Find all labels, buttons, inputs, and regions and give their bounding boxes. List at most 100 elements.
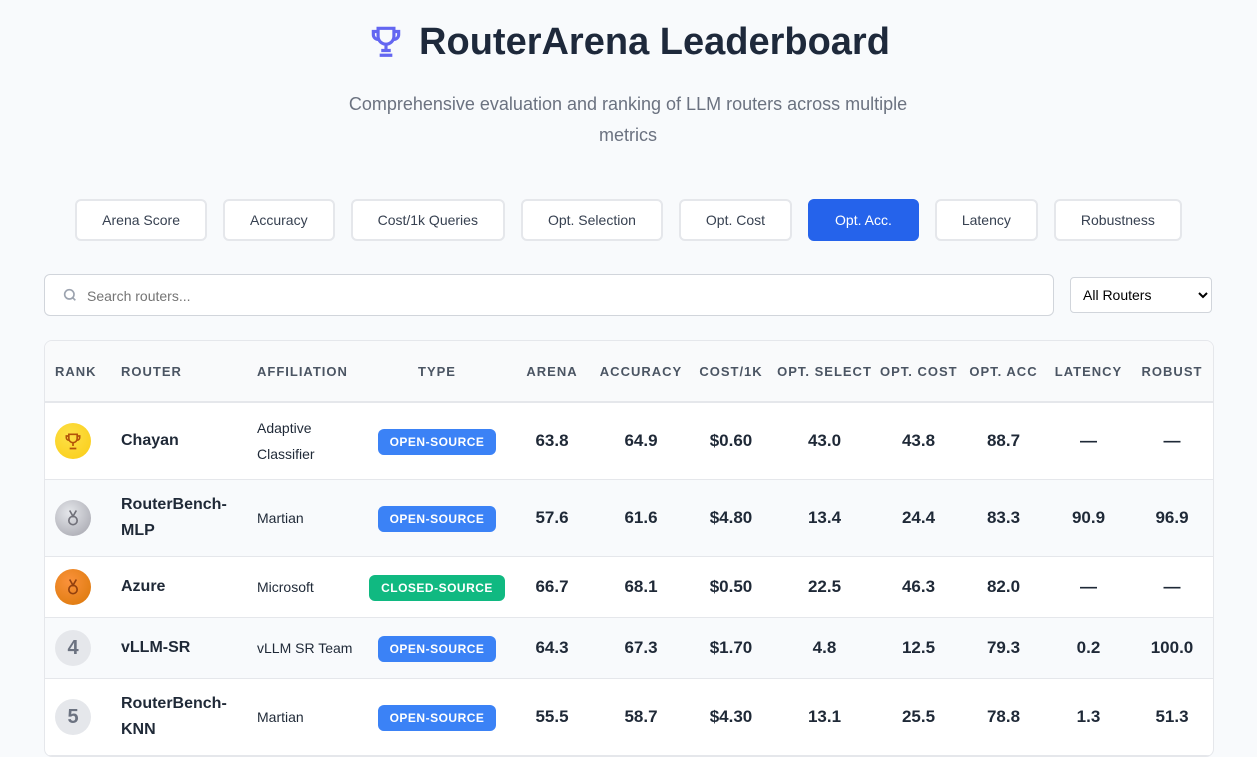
type-badge: OPEN-SOURCE: [377, 505, 497, 532]
title: RouterArena Leaderboard: [0, 18, 1257, 66]
router-name: Azure: [111, 556, 247, 618]
router-name: RouterBench-KNN: [111, 678, 247, 756]
metric-value: 66.7: [511, 556, 593, 618]
rank-number: 4: [55, 630, 91, 666]
column-header: ROBUST: [1131, 341, 1213, 403]
metric-value: 0.2: [1046, 617, 1131, 679]
metric-value: 67.3: [593, 617, 689, 679]
metric-value: 13.4: [773, 479, 876, 557]
metric-value: 13.1: [773, 678, 876, 756]
metric-value: 25.5: [876, 678, 961, 756]
router-name: Chayan: [111, 402, 247, 480]
search-input[interactable]: [85, 275, 989, 317]
metric-value: —: [1131, 402, 1213, 480]
router-name: vLLM-SR: [111, 617, 247, 679]
rank-cell: [45, 479, 111, 557]
metric-value: 51.3: [1131, 678, 1213, 756]
metric-value: 22.5: [773, 556, 876, 618]
medal-icon: [55, 500, 91, 536]
metric-value: 64.9: [593, 402, 689, 480]
medal: [68, 579, 78, 595]
tab-button[interactable]: Opt. Acc.: [808, 199, 919, 241]
metric-value: 96.9: [1131, 479, 1213, 557]
table-row: 4 vLLM-SR vLLM SR Team OPEN-SOURCE 64.3 67.3 $…: [45, 617, 1213, 679]
metric-value: $4.30: [689, 678, 773, 756]
tab-button[interactable]: Cost/1k Queries: [350, 199, 505, 241]
metric-value: —: [1046, 402, 1131, 480]
leaderboard-table: RANK ROUTER AFFILIATION TYPE ARENA ACCURACY CO…: [44, 340, 1214, 757]
metric-value: $0.50: [689, 556, 773, 618]
metric-value: 46.3: [876, 556, 961, 618]
column-header: ARENA: [511, 341, 593, 403]
column-header: ACCURACY: [593, 341, 689, 403]
metric-value: 90.9: [1046, 479, 1131, 557]
metric-value: —: [1131, 556, 1213, 618]
metric-value: —: [1046, 556, 1131, 618]
search-box[interactable]: [44, 274, 1054, 317]
table-row: Chayan Adaptive Classifier OPEN-SOURCE 63.8…: [45, 402, 1213, 480]
table-row: RouterBench-MLP Martian OPEN-SOURCE 57.6 61.…: [45, 479, 1213, 557]
metric-value: 43.8: [876, 402, 961, 480]
medal-icon: [55, 569, 91, 605]
column-header: COST/1K: [689, 341, 773, 403]
tab-button[interactable]: Accuracy: [223, 199, 335, 241]
metric-value: 4.8: [773, 617, 876, 679]
rank-cell: [45, 556, 111, 618]
filter-select[interactable]: All Routers: [1070, 277, 1212, 313]
affiliation: Martian: [247, 678, 363, 756]
rank-cell: 4: [45, 617, 111, 679]
medal-icon: [55, 423, 91, 459]
metric-value: 1.3: [1046, 678, 1131, 756]
tab-button[interactable]: Arena Score: [75, 199, 207, 241]
metric-value: 88.7: [961, 402, 1046, 480]
column-header: OPT. ACC: [961, 341, 1046, 403]
metric-value: 61.6: [593, 479, 689, 557]
medal: [68, 510, 78, 526]
trophy: [65, 433, 81, 450]
affiliation: Martian: [247, 479, 363, 557]
type-cell: OPEN-SOURCE: [363, 402, 511, 480]
trophy-icon: [371, 26, 401, 57]
metric-value: 55.5: [511, 678, 593, 756]
metric-value: 100.0: [1131, 617, 1213, 679]
type-badge: CLOSED-SOURCE: [369, 574, 505, 601]
tab-button[interactable]: Opt. Selection: [520, 199, 663, 241]
header-row: RANK ROUTER AFFILIATION TYPE ARENA ACCURACY CO…: [45, 341, 1213, 403]
metric-value: 57.6: [511, 479, 593, 557]
type-badge: OPEN-SOURCE: [377, 704, 497, 731]
type-cell: OPEN-SOURCE: [363, 479, 511, 557]
subtitle: Comprehensive evaluation and ranking of …: [348, 94, 908, 145]
affiliation: Microsoft: [247, 556, 363, 618]
metric-value: 12.5: [876, 617, 961, 679]
tab-button[interactable]: Opt. Cost: [678, 199, 793, 241]
column-header: OPT. COST: [876, 341, 961, 403]
rank-cell: 5: [45, 678, 111, 756]
type-badge: OPEN-SOURCE: [377, 428, 497, 455]
tab-button[interactable]: Robustness: [1053, 199, 1182, 241]
tab-button[interactable]: Latency: [934, 199, 1038, 241]
metric-value: 24.4: [876, 479, 961, 557]
column-header: AFFILIATION: [247, 341, 363, 403]
metric-value: 83.3: [961, 479, 1046, 557]
metric-value: 58.7: [593, 678, 689, 756]
search-icon: [63, 288, 76, 301]
column-header: TYPE: [363, 341, 511, 403]
type-badge: OPEN-SOURCE: [377, 635, 497, 662]
metric-value: 82.0: [961, 556, 1046, 618]
type-cell: OPEN-SOURCE: [363, 617, 511, 679]
table: RANK ROUTER AFFILIATION TYPE ARENA ACCURACY CO…: [45, 341, 1213, 756]
rank-cell: [45, 402, 111, 480]
column-header: RANK: [45, 341, 111, 403]
metric-value: 43.0: [773, 402, 876, 480]
column-header: OPT. SELECT: [773, 341, 876, 403]
metric-value: 68.1: [593, 556, 689, 618]
tabs: Arena Score Accuracy Cost/1k Queries Opt. S…: [0, 199, 1257, 241]
table-row: 5 RouterBench-KNN Martian OPEN-SOURCE 55.5 58…: [45, 678, 1213, 756]
metric-value: $1.70: [689, 617, 773, 679]
table-body: Chayan Adaptive Classifier OPEN-SOURCE 63.8…: [45, 402, 1213, 756]
type-cell: OPEN-SOURCE: [363, 678, 511, 756]
metric-value: $0.60: [689, 402, 773, 480]
type-cell: CLOSED-SOURCE: [363, 556, 511, 618]
metric-value: $4.80: [689, 479, 773, 557]
